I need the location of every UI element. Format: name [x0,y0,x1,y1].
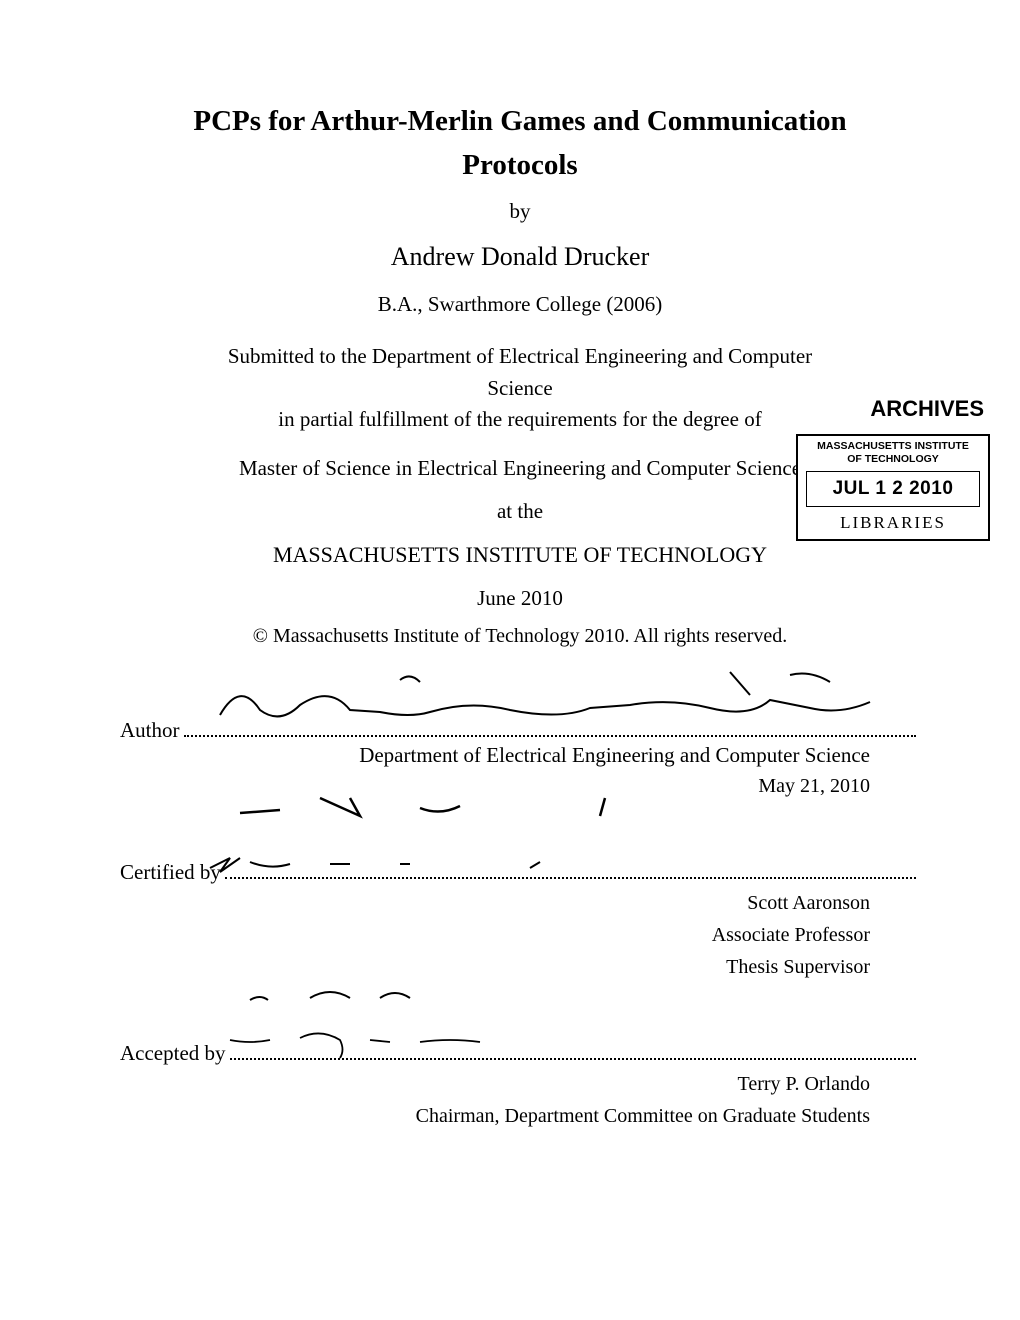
author-name: Andrew Donald Drucker [120,242,920,272]
stamp-libraries: LIBRARIES [798,511,988,539]
accepted-signature-icon [220,1020,620,1060]
library-stamp: MASSACHUSETTS INSTITUTE OF TECHNOLOGY JU… [796,434,990,541]
prior-degree: B.A., Swarthmore College (2006) [120,292,920,317]
archives-stamp-label: ARCHIVES [870,396,984,422]
author-department: Department of Electrical Engineering and… [120,743,870,768]
stamp-top-line-1: MASSACHUSETTS INSTITUTE [817,440,969,452]
submitted-line-3: in partial fulfillment of the requiremen… [278,407,761,431]
stamp-institution: MASSACHUSETTS INSTITUTE OF TECHNOLOGY [798,436,988,467]
institution-name: MASSACHUSETTS INSTITUTE OF TECHNOLOGY [120,542,920,568]
accepted-name: Terry P. Orlando [120,1070,870,1098]
thesis-title-page: PCPs for Arthur-Merlin Games and Communi… [0,0,1020,1190]
stamp-date: JUL 1 2 2010 [806,471,980,507]
author-label: Author [120,718,180,743]
signature-section: Author Department of Electrical Engineer… [120,718,920,1130]
accepted-label: Accepted by [120,1041,226,1066]
dotted-line [184,734,917,737]
certified-signature-icon [200,850,600,880]
title-line-2: Protocols [462,149,577,181]
certified-title-1: Associate Professor [120,921,870,949]
stamp-top-line-2: OF TECHNOLOGY [847,453,939,465]
title-line-1: PCPs for Arthur-Merlin Games and Communi… [193,105,846,137]
accepted-title: Chairman, Department Committee on Gradua… [120,1102,870,1130]
certified-title-2: Thesis Supervisor [120,953,870,981]
signature-mark-2-icon [240,980,440,1010]
by-label: by [120,199,920,224]
submission-statement: Submitted to the Department of Electrica… [120,341,920,436]
copyright-notice: © Massachusetts Institute of Technology … [120,625,920,648]
submitted-line-2: Science [487,376,552,400]
author-signature-icon [210,670,890,730]
certified-name: Scott Aaronson [120,889,870,917]
conferral-date: June 2010 [120,586,920,611]
signature-mark-icon [220,788,640,828]
thesis-title: PCPs for Arthur-Merlin Games and Communi… [120,100,920,187]
submitted-line-1: Submitted to the Department of Electrica… [228,344,812,368]
